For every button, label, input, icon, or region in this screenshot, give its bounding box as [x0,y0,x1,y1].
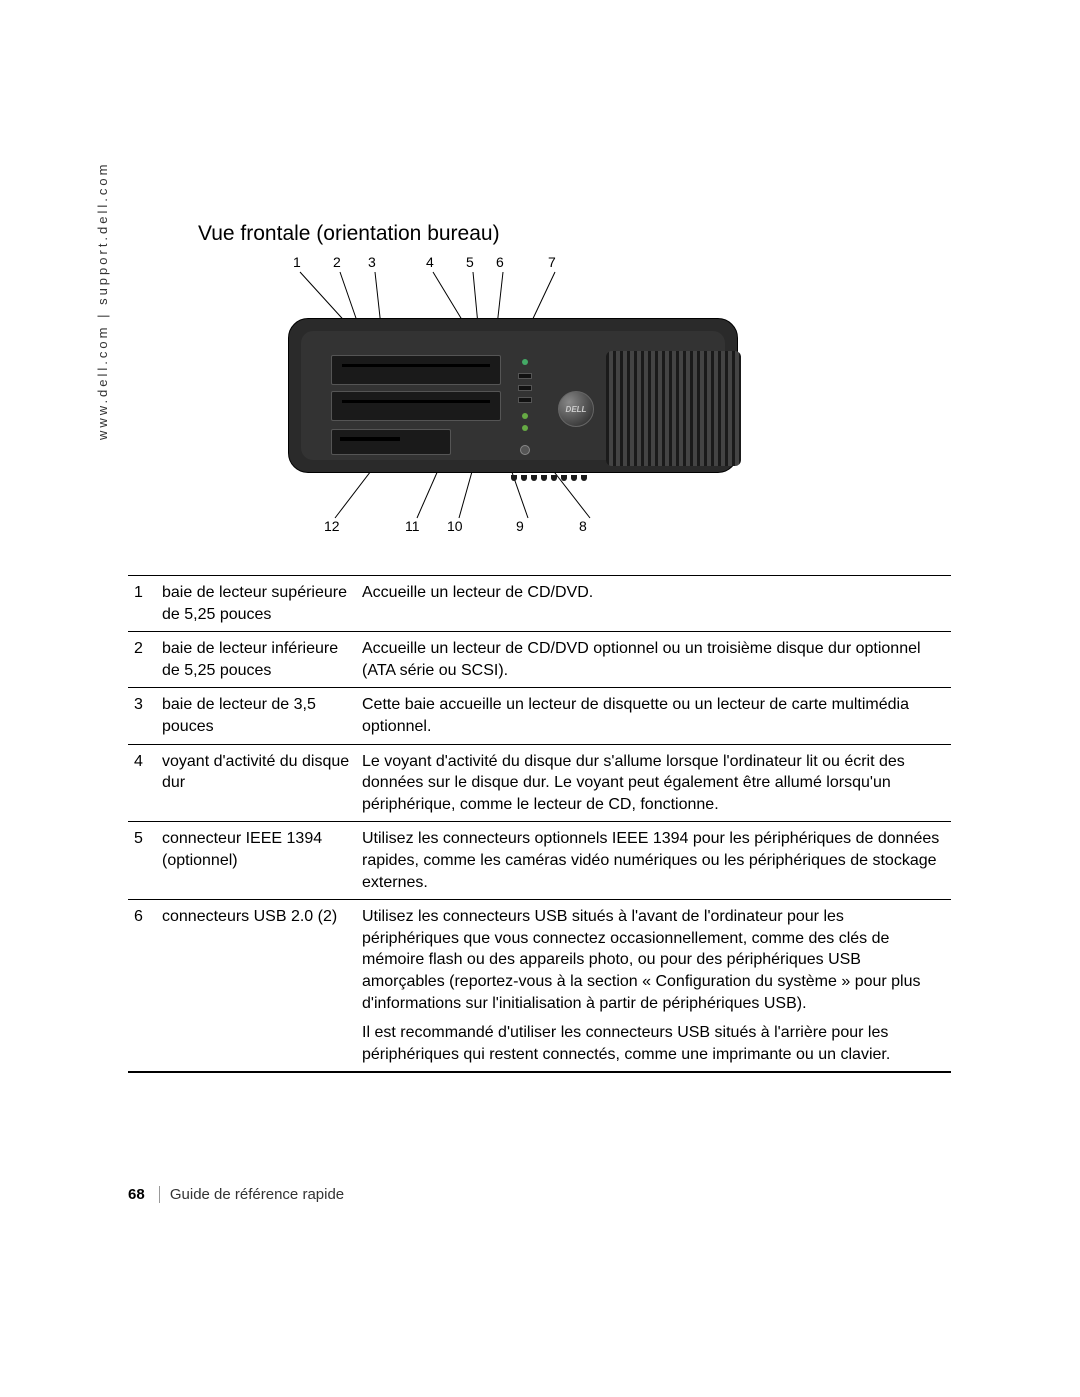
hdd-activity-led [522,359,528,365]
diag-led [522,413,528,419]
row-description-extra: Il est recommandé d'utiliser les connect… [362,1014,945,1065]
row-term: voyant d'activité du disque dur [156,744,356,822]
row-description: Cette baie accueille un lecteur de disqu… [356,688,951,744]
usb-port [518,397,532,403]
footer-divider [159,1186,160,1203]
ieee1394-port [518,373,532,379]
component-table: 1baie de lecteur supérieure de 5,25 pouc… [128,575,951,1073]
row-term: connecteur IEEE 1394 (optionnel) [156,822,356,900]
power-button [520,445,530,455]
row-number: 3 [128,688,156,744]
usb-port [518,385,532,391]
row-term: baie de lecteur de 3,5 pouces [156,688,356,744]
diag-led [522,425,528,431]
row-number: 2 [128,632,156,688]
callout-number: 8 [579,518,587,534]
row-term: baie de lecteur inférieure de 5,25 pouce… [156,632,356,688]
table-row: 1baie de lecteur supérieure de 5,25 pouc… [128,576,951,632]
row-number: 5 [128,822,156,900]
row-term: connecteurs USB 2.0 (2) [156,900,356,1072]
table-row: 4voyant d'activité du disque durLe voyan… [128,744,951,822]
table-row: 3baie de lecteur de 3,5 poucesCette baie… [128,688,951,744]
row-description: Utilisez les connecteurs USB situés à l'… [356,900,951,1072]
table-row: 5connecteur IEEE 1394 (optionnel)Utilise… [128,822,951,900]
table-row: 2baie de lecteur inférieure de 5,25 pouc… [128,632,951,688]
table-row: 6connecteurs USB 2.0 (2)Utilisez les con… [128,900,951,1072]
row-description: Accueille un lecteur de CD/DVD. [356,576,951,632]
row-number: 6 [128,900,156,1072]
drive-bay-525-lower [331,391,501,421]
row-description: Utilisez les connecteurs optionnels IEEE… [356,822,951,900]
page-number: 68 [128,1186,145,1203]
doc-title: Guide de référence rapide [170,1186,344,1203]
row-number: 4 [128,744,156,822]
row-description: Le voyant d'activité du disque dur s'all… [356,744,951,822]
dell-logo-icon: DELL [558,391,594,427]
side-url: www.dell.com | support.dell.com [95,162,110,440]
case-feet [509,468,619,476]
computer-case: DELL [288,318,738,473]
drive-bays [331,355,501,465]
row-number: 1 [128,576,156,632]
page-title: Vue frontale (orientation bureau) [198,222,500,246]
io-cluster [511,355,539,465]
drive-bay-35 [331,429,451,455]
drive-bay-525-upper [331,355,501,385]
callout-number: 9 [516,518,524,534]
vent-grille [606,351,741,466]
table-end-rule [128,1072,951,1073]
page-footer: 68 Guide de référence rapide [128,1186,344,1203]
callout-number: 11 [405,518,420,534]
row-description: Accueille un lecteur de CD/DVD optionnel… [356,632,951,688]
callout-number: 12 [324,518,340,534]
case-front-panel: DELL [301,331,725,460]
row-term: baie de lecteur supérieure de 5,25 pouce… [156,576,356,632]
callout-number: 10 [447,518,463,534]
diagram: 1234567 [280,258,880,538]
